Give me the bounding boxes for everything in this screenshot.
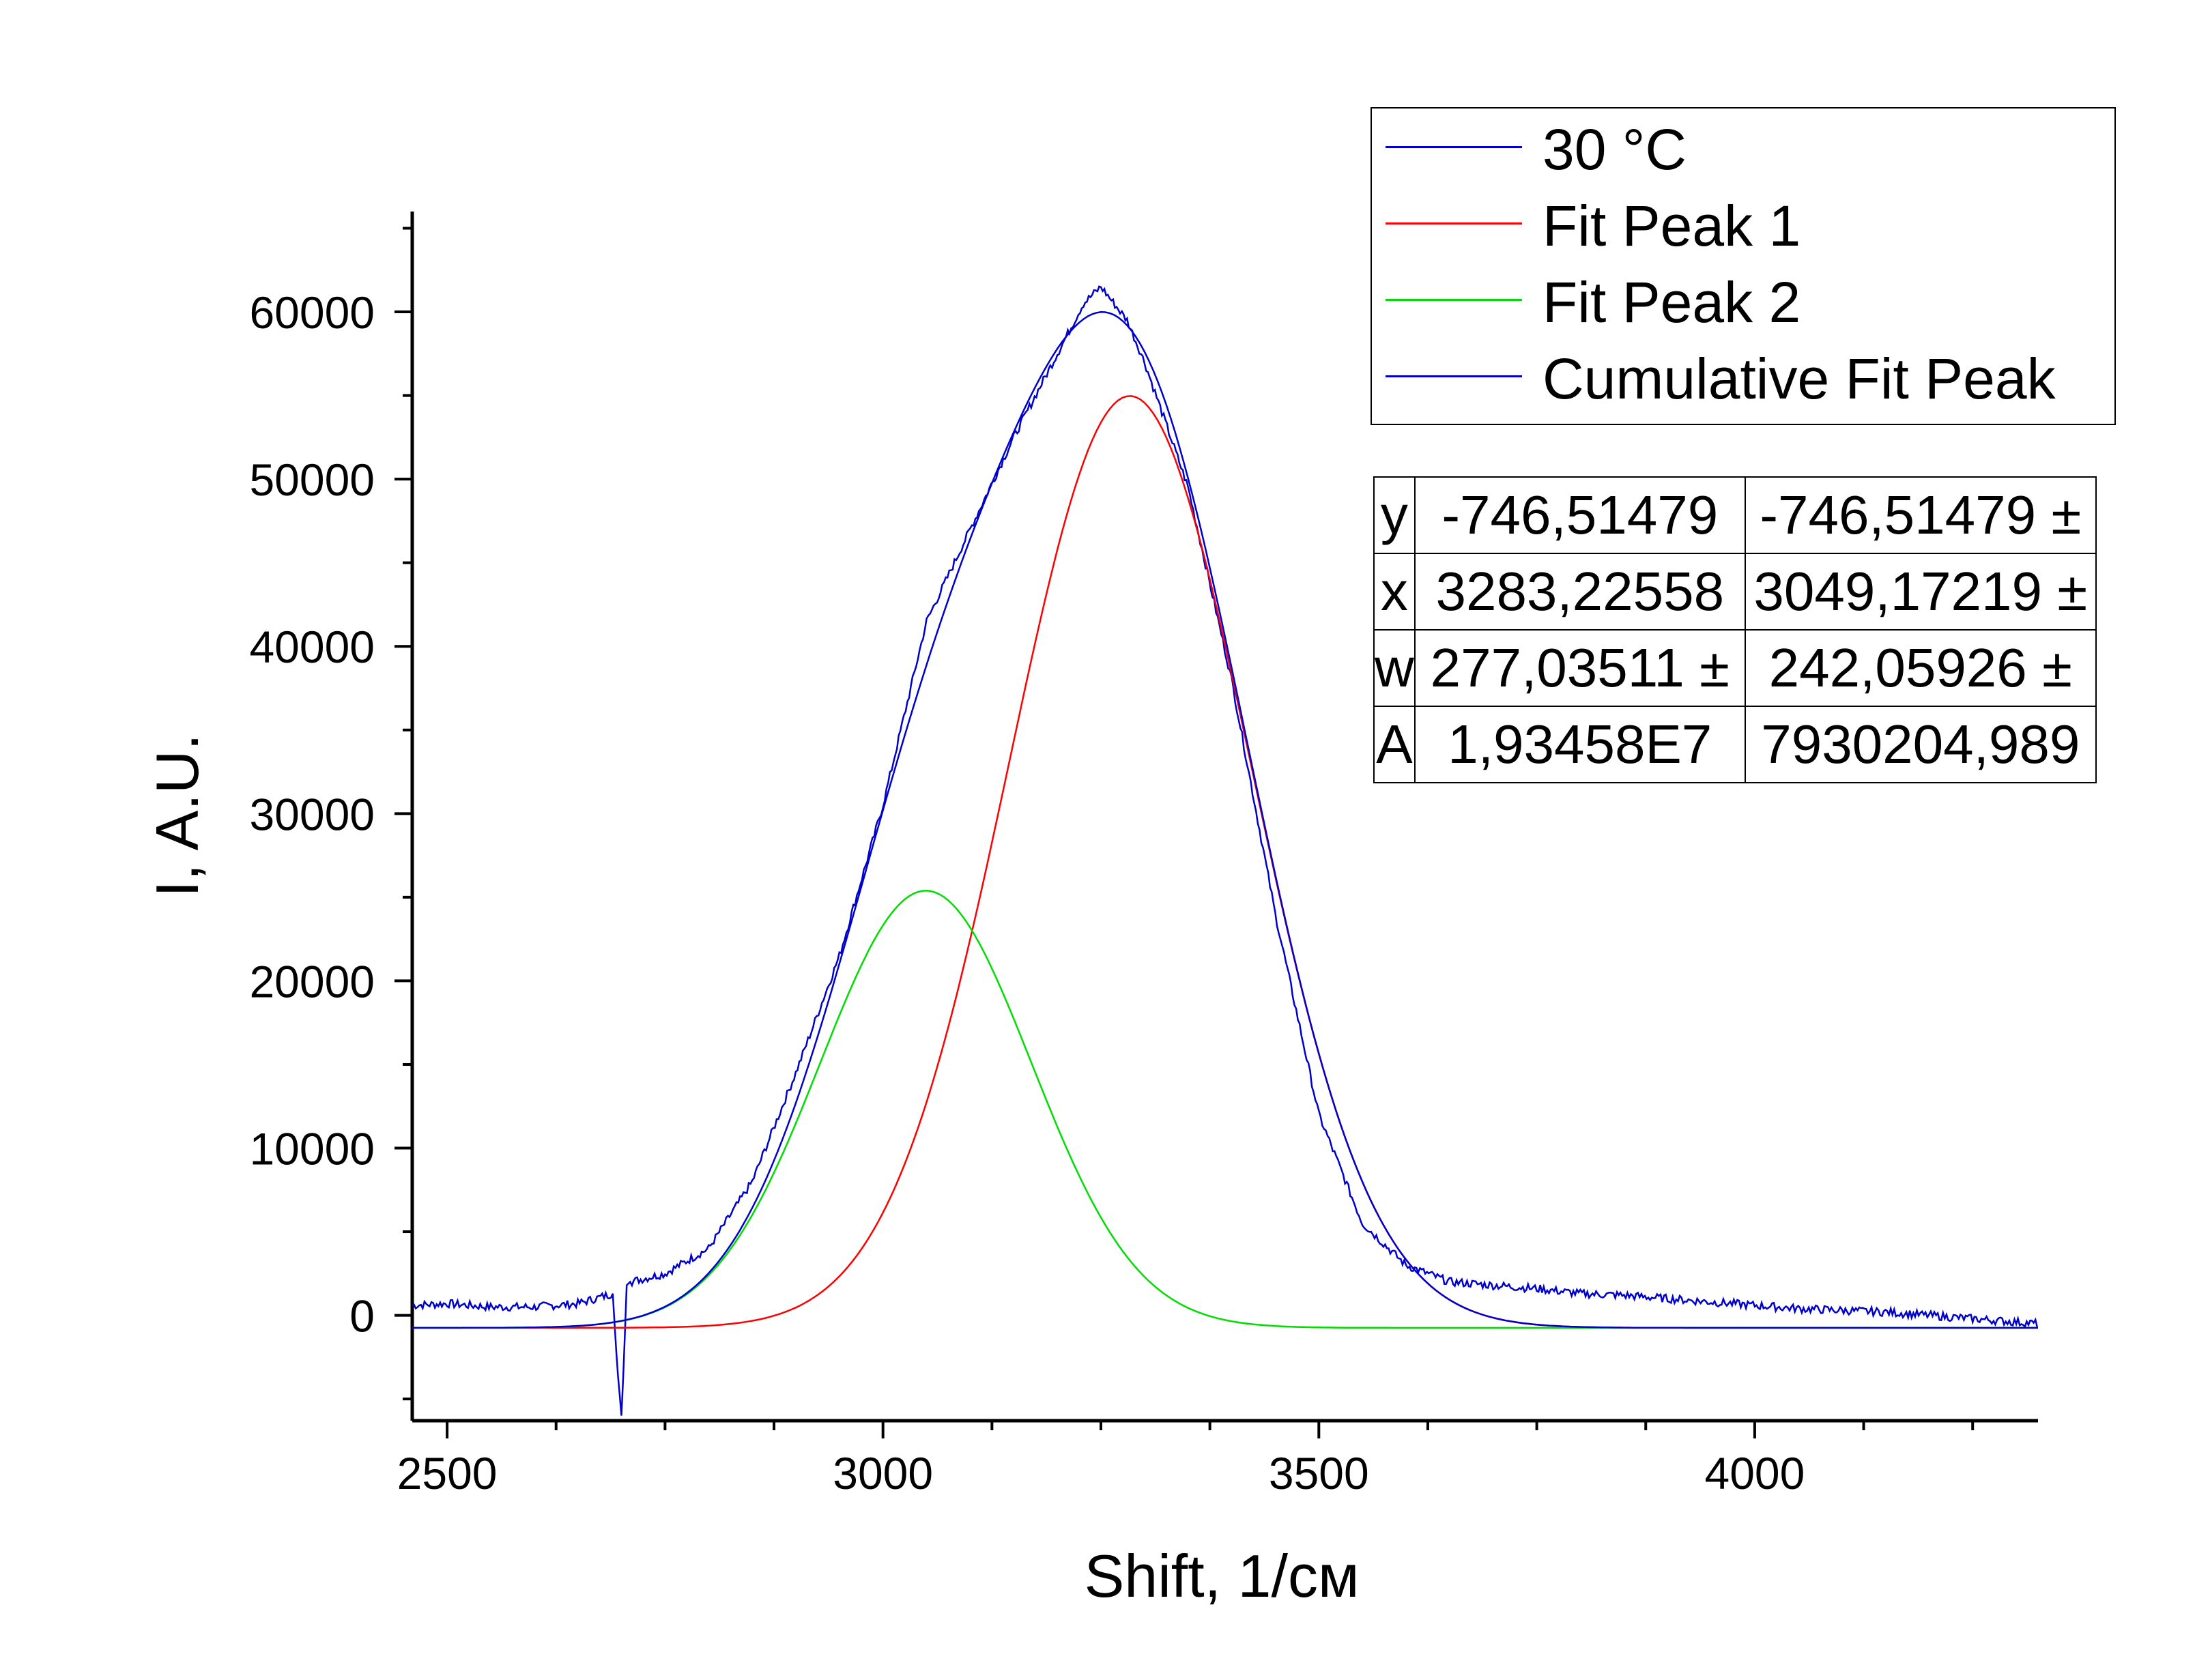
table-row: y -746,51479 -746,51479 ± (1373, 476, 2097, 554)
y-tick-label: 50000 (249, 454, 375, 505)
series-line-fit-peak-2 (412, 889, 2038, 1329)
param-value-peak-2: -746,51479 ± (1744, 476, 2097, 554)
x-tick-label: 3000 (833, 1448, 933, 1498)
param-value-peak-1: -746,51479 (1414, 476, 1746, 554)
fit-parameter-table: y -746,51479 -746,51479 ± x 3283,22558 3… (1373, 476, 2097, 783)
legend-label: Fit Peak 1 (1543, 194, 1801, 258)
legend-line-fit-peak-2 (1386, 299, 1522, 301)
x-tick-label: 2500 (397, 1448, 498, 1498)
x-tick-label: 3500 (1269, 1448, 1369, 1498)
param-key: A (1373, 706, 1416, 783)
legend-line-fit-peak-1 (1386, 222, 1522, 225)
y-axis-label: I, A.U. (143, 734, 211, 897)
y-tick-label: 0 (349, 1291, 375, 1342)
param-key: y (1373, 476, 1416, 554)
legend-label: 30 °C (1543, 117, 1687, 182)
legend: 30 °C Fit Peak 1 Fit Peak 2 Cumulative F… (1371, 107, 2116, 425)
legend-label: Cumulative Fit Peak (1543, 347, 2056, 411)
x-axis-label: Shift, 1/см (1085, 1542, 1360, 1610)
param-value-peak-1: 277,03511 ± (1414, 629, 1746, 707)
legend-item: Cumulative Fit Peak (1372, 338, 2114, 414)
param-value-peak-1: 1,93458E7 (1414, 706, 1746, 783)
legend-line-30c (1386, 146, 1522, 148)
param-value-peak-2: 242,05926 ± (1744, 629, 2097, 707)
legend-item: Fit Peak 1 (1372, 185, 2114, 261)
series-layer (412, 285, 2038, 1416)
legend-item: Fit Peak 2 (1372, 261, 2114, 338)
series-line-30c (412, 285, 2038, 1416)
param-value-peak-2: 3049,17219 ± (1744, 553, 2097, 631)
legend-item: 30 °C (1372, 108, 2114, 185)
legend-line-cumulative-fit (1386, 375, 1522, 377)
table-row: x 3283,22558 3049,17219 ± (1373, 553, 2097, 631)
param-key: w (1373, 629, 1416, 707)
x-tick-label: 4000 (1704, 1448, 1805, 1498)
param-key: x (1373, 553, 1416, 631)
param-value-peak-1: 3283,22558 (1414, 553, 1746, 631)
series-line-cumulative-fit (412, 311, 2038, 1329)
legend-label: Fit Peak 2 (1543, 270, 1801, 334)
param-value-peak-2: 7930204,989 (1744, 706, 2097, 783)
y-tick-label: 30000 (249, 789, 375, 839)
axes: 2500 3000 3500 4000010000200003000040000500… (249, 212, 2038, 1498)
table-row: A 1,93458E7 7930204,989 (1373, 706, 2097, 783)
table-row: w 277,03511 ± 242,05926 ± (1373, 629, 2097, 707)
y-tick-label: 20000 (249, 956, 375, 1006)
y-tick-label: 10000 (249, 1124, 375, 1174)
y-tick-label: 40000 (249, 622, 375, 672)
y-tick-label: 60000 (249, 287, 375, 338)
